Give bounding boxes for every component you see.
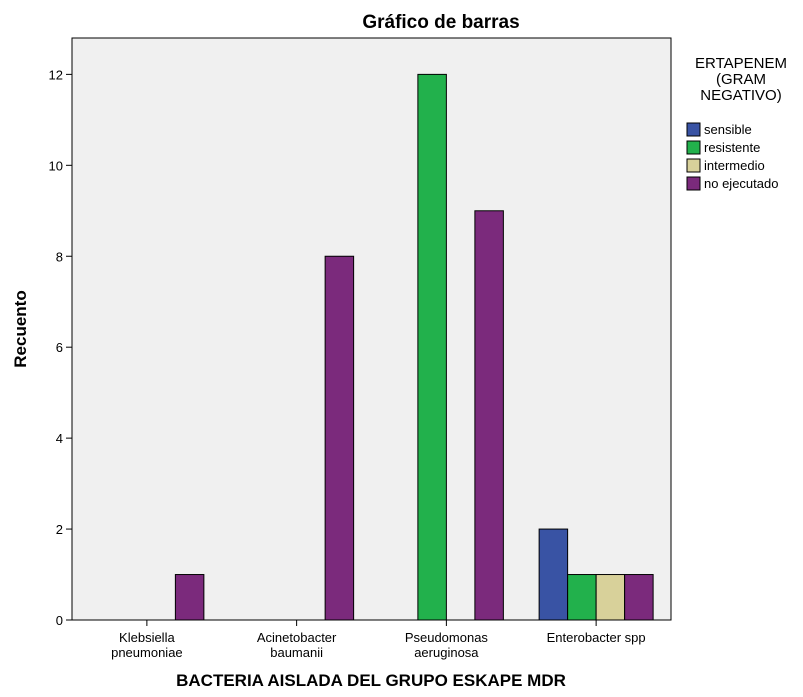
y-tick-label: 6 [56,340,63,355]
y-tick-label: 2 [56,522,63,537]
plot-area [71,37,672,621]
x-tick-label: baumanii [270,645,323,660]
legend-swatch-resistente [686,140,701,155]
legend-label-intermedio: intermedio [704,158,765,173]
legend-label-resistente: resistente [704,140,760,155]
x-tick-label: Pseudomonas [405,630,489,645]
y-tick-label: 4 [56,431,63,446]
legend-swatch-sensible [686,122,701,137]
y-tick-label: 0 [56,613,63,628]
bar-no-ejecutado-3 [624,574,654,621]
bar-sensible-3 [538,528,569,621]
y-axis-title: Recuento [11,290,30,367]
bar-intermedio-3 [595,574,626,621]
bar-no-ejecutado-0 [174,574,205,621]
legend-label-no-ejecutado: no ejecutado [704,176,778,191]
x-tick-label: pneumoniae [111,645,183,660]
legend-title-line: NEGATIVO) [700,87,781,104]
bar-no-ejecutado-2 [474,210,504,621]
bar-resistente-2 [417,73,447,621]
y-tick-label: 10 [49,158,63,173]
legend-title-line: (GRAM [716,71,766,88]
bars-layer [174,73,654,621]
legend-swatch-no-ejecutado [686,176,701,191]
y-tick-label: 12 [49,67,63,82]
x-tick-label: Acinetobacter [257,630,337,645]
x-axis-title: BACTERIA AISLADA DEL GRUPO ESKAPE MDR [176,671,566,690]
x-tick-label: Klebsiella [119,630,175,645]
legend-swatch-intermedio [686,158,701,173]
x-tick-label: Enterobacter spp [547,630,646,645]
legend-title-line: ERTAPENEM [695,55,787,72]
legend-label-sensible: sensible [704,122,752,137]
chart-title: Gráfico de barras [362,12,519,33]
bar-resistente-3 [567,574,597,621]
y-axis: 0 2 4 6 8 10 12 [49,67,72,628]
x-tick-label: aeruginosa [414,645,479,660]
y-tick-label: 8 [56,249,63,264]
bar-no-ejecutado-1 [324,255,355,621]
